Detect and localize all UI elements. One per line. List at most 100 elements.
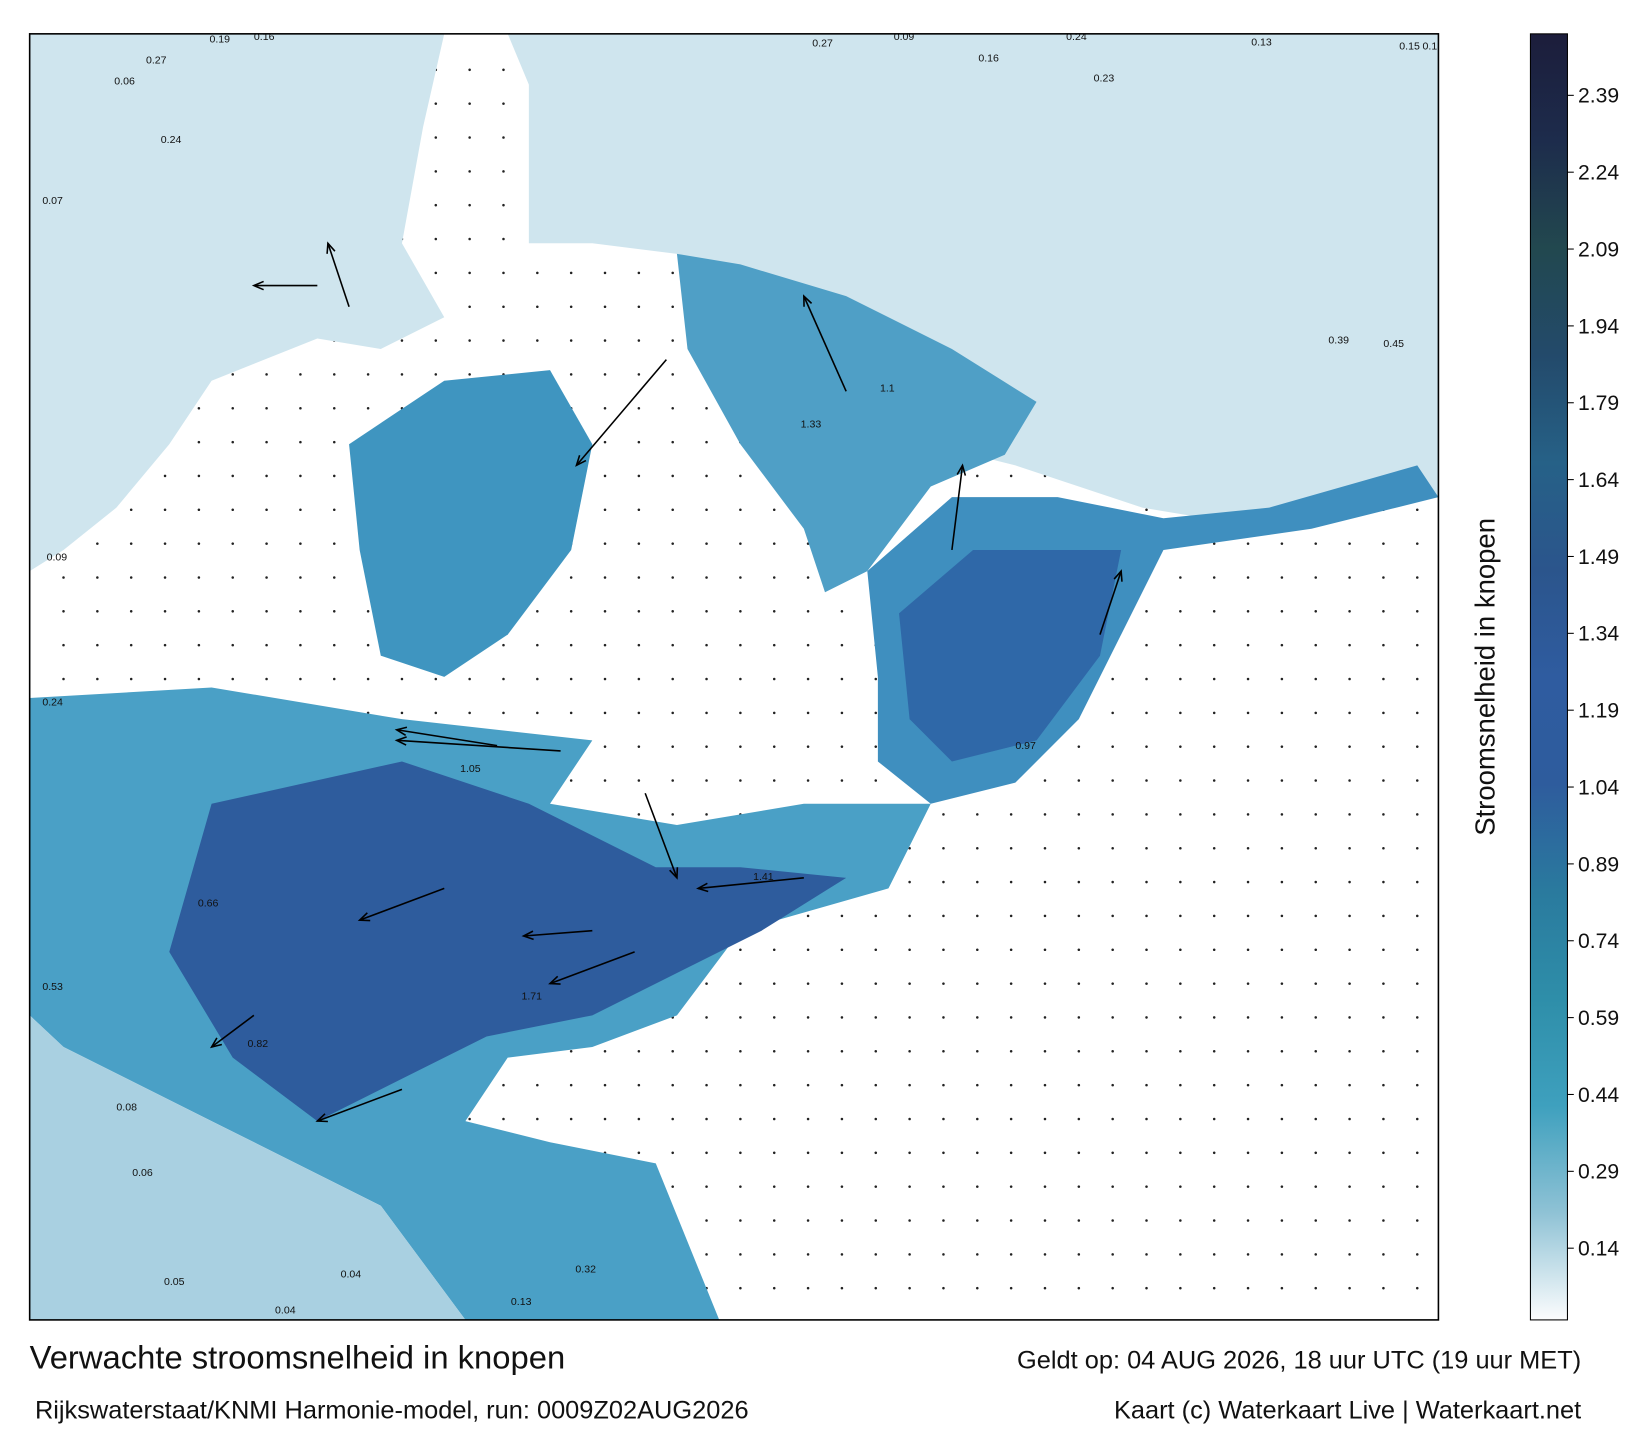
grid-dot <box>671 440 674 444</box>
grid-dot <box>772 677 776 681</box>
grid-dot <box>942 1185 945 1188</box>
grid-dot <box>1415 1151 1419 1155</box>
grid-dot <box>874 1117 878 1121</box>
grid-dot <box>1212 779 1216 782</box>
grid-dot <box>1009 1185 1013 1188</box>
grid-dot <box>1348 711 1351 715</box>
arrow-head <box>696 882 709 893</box>
grid-dot <box>637 745 641 748</box>
valid-time: Geldt op: 04 AUG 2026, 18 uur UTC (19 uu… <box>1017 1347 1581 1375</box>
grid-dot <box>1348 1050 1351 1053</box>
grid-dot <box>739 1151 742 1155</box>
grid-dot <box>1415 1016 1419 1019</box>
grid-dot <box>468 1117 471 1121</box>
grid-dot <box>1246 948 1250 952</box>
grid-dot <box>1314 914 1318 918</box>
grid-dot <box>1212 948 1216 952</box>
grid-dot <box>908 948 911 952</box>
colorbar-tick-label: 0.74 <box>1578 930 1619 953</box>
grid-dot <box>1382 914 1385 918</box>
grid-dot <box>1145 1050 1148 1053</box>
grid-dot <box>1145 1286 1148 1290</box>
grid-dot <box>1179 1117 1182 1121</box>
grid-dot <box>299 677 302 681</box>
grid-dot <box>908 1050 911 1053</box>
grid-dot <box>671 643 674 647</box>
grid-dot <box>806 1083 810 1087</box>
grid-dot <box>366 406 370 410</box>
grid-dot <box>1280 1185 1284 1188</box>
arrow-head <box>315 1113 328 1123</box>
grid-dot <box>536 643 539 647</box>
grid-dot <box>908 1151 911 1155</box>
grid-dot <box>1179 576 1182 579</box>
current-label: 0.66 <box>198 897 219 909</box>
grid-dot <box>976 1117 979 1121</box>
grid-dot <box>1212 914 1216 918</box>
grid-dot <box>603 373 607 376</box>
grid-dot <box>671 305 674 308</box>
grid-dot <box>603 305 607 308</box>
grid-dot <box>1314 745 1318 748</box>
grid-dot <box>468 237 471 241</box>
grid-dot <box>502 643 505 647</box>
arrow-head <box>1113 569 1123 582</box>
grid-dot <box>637 305 641 308</box>
current-label: 0.05 <box>164 1276 185 1288</box>
grid-dot <box>671 779 674 782</box>
grid-dot <box>806 1050 810 1053</box>
grid-dot <box>502 271 505 275</box>
grid-dot <box>772 1016 776 1019</box>
grid-dot <box>1077 846 1081 850</box>
grid-dot <box>1043 1185 1047 1188</box>
grid-dot <box>299 643 302 647</box>
grid-dot <box>468 711 471 715</box>
grid-dot <box>772 711 776 715</box>
grid-dot <box>1145 610 1148 613</box>
grid-dot <box>502 136 505 139</box>
grid-dot <box>806 745 810 748</box>
grid-dot <box>129 542 133 545</box>
grid-dot <box>1348 1083 1351 1087</box>
grid-dot <box>942 1151 945 1155</box>
grid-dot <box>1179 1185 1182 1188</box>
grid-dot <box>637 677 641 681</box>
grid-dot <box>840 1050 844 1053</box>
current-label: 0.13 <box>1423 41 1444 53</box>
grid-dot <box>976 1050 979 1053</box>
grid-dot <box>96 576 99 579</box>
grid-dot <box>1179 1016 1182 1019</box>
grid-dot <box>536 1117 539 1121</box>
grid-dot <box>772 542 776 545</box>
grid-dot <box>603 745 607 748</box>
grid-dot <box>1212 1151 1216 1155</box>
grid-dot <box>806 711 810 715</box>
grid-dot <box>705 1083 708 1087</box>
grid-dot <box>1212 576 1216 579</box>
grid-dot <box>603 711 607 715</box>
grid-dot <box>468 170 471 173</box>
grid-dot <box>1145 508 1148 512</box>
grid-dot <box>671 271 674 275</box>
grid-dot <box>1111 1050 1114 1053</box>
grid-dot <box>197 610 201 613</box>
grid-dot <box>1145 948 1148 952</box>
grid-dot <box>265 474 268 478</box>
grid-dot <box>1145 1151 1148 1155</box>
grid-dot <box>1111 1083 1114 1087</box>
grid-dot <box>1179 880 1182 884</box>
arrow-head <box>548 975 561 985</box>
colorbar-tick-label: 0.14 <box>1578 1238 1619 1261</box>
sea-northwest <box>29 33 445 572</box>
grid-dot <box>806 677 810 681</box>
grid-dot <box>671 1083 674 1087</box>
grid-dot <box>1212 1219 1216 1222</box>
grid-dot <box>1111 1185 1114 1188</box>
grid-dot <box>434 271 438 275</box>
arrow-shaft <box>359 887 445 921</box>
grid-dot <box>468 203 471 207</box>
grid-dot <box>129 643 133 647</box>
grid-dot <box>502 1083 505 1087</box>
grid-dot <box>705 1151 708 1155</box>
grid-dot <box>1246 1219 1250 1222</box>
